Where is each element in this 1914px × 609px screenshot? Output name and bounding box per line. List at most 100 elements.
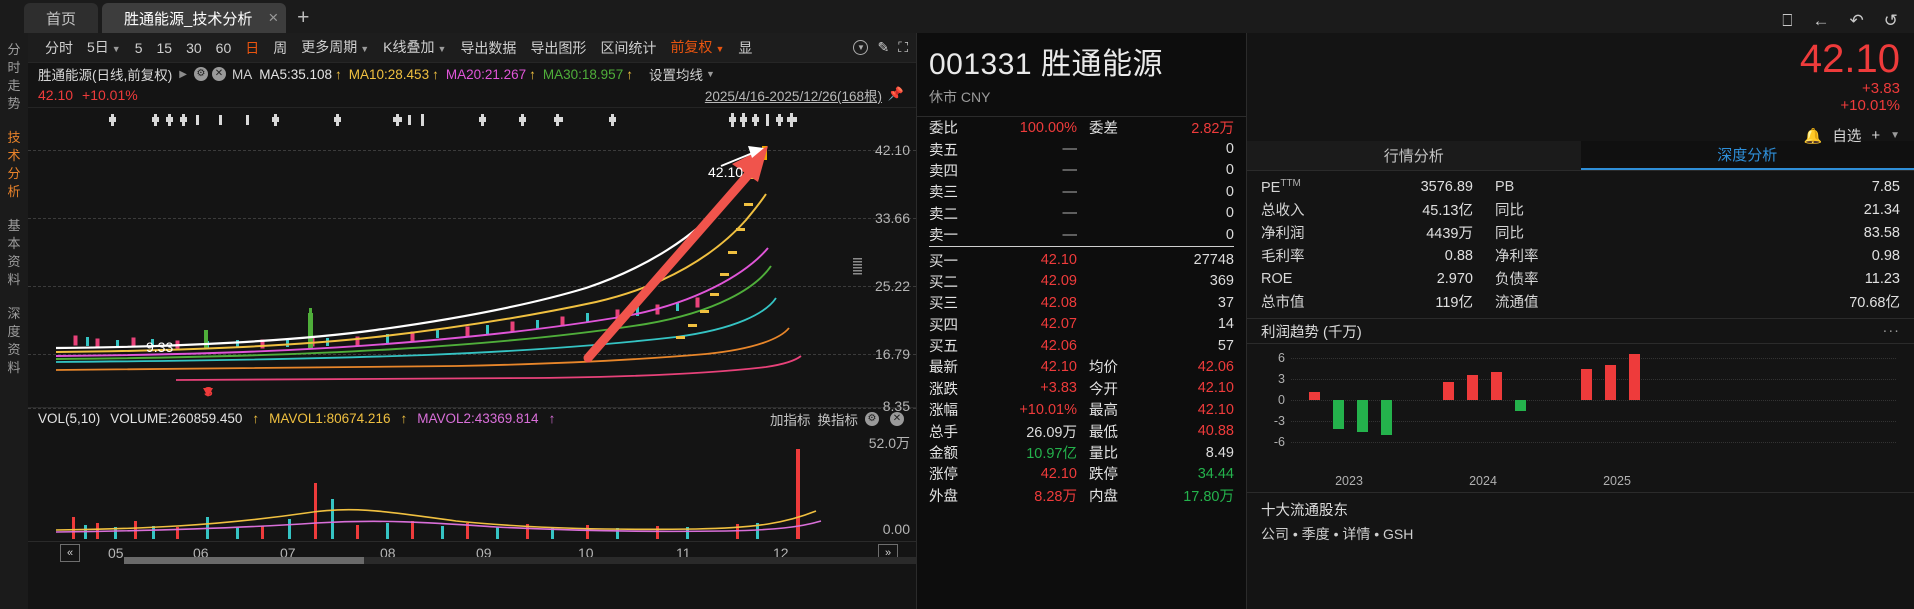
holders-section-sub: 公司 • 季度 • 详情 • GSH	[1247, 520, 1914, 548]
rail-char: 深	[7, 306, 21, 321]
row-label: 涨跌	[929, 381, 958, 398]
period-5min[interactable]: 5	[134, 39, 143, 56]
vol-arrow-2: ↑	[400, 411, 408, 426]
range-stats-button[interactable]: 区间统计	[600, 39, 657, 56]
add-indicator-button[interactable]: 加指标	[770, 412, 811, 428]
set-ma-button[interactable]: 设置均线	[648, 68, 703, 83]
switch-indicator-button[interactable]: 换指标	[817, 412, 859, 428]
watchlist-button[interactable]: 自选	[1832, 129, 1862, 145]
metric-label-2: PB	[1495, 178, 1515, 195]
gear-icon[interactable]: ⚙	[193, 67, 208, 81]
metric-label: 净利润	[1261, 226, 1305, 242]
table-row: 卖五 — 0	[917, 138, 1246, 159]
sidebar-item-fenshi[interactable]: 分 时 走 势	[0, 41, 28, 113]
metric-value: 2.970	[1436, 270, 1473, 287]
x-axis-label: 05	[108, 545, 124, 561]
mavol2-value: MAVOL2:43369.814	[417, 411, 539, 426]
period-30min[interactable]: 30	[186, 39, 202, 56]
pin-icon[interactable]: 📌	[887, 86, 904, 101]
rail-char: 分	[7, 42, 21, 57]
sidebar-item-jishufenxi[interactable]: 技 术 分 析	[0, 129, 28, 201]
row-value-2: 57	[1217, 337, 1234, 354]
profit-trend-chart[interactable]: 6 3 0 -3 -6 2023 2024	[1261, 350, 1900, 488]
adjust-forward-button[interactable]: 前复权 ▼	[670, 38, 725, 55]
export-data-button[interactable]: 导出数据	[460, 39, 517, 56]
ma5-line	[56, 149, 763, 350]
volume-chart[interactable]: 52.0万 0.00	[28, 429, 916, 541]
ma30-value: MA30:18.957	[542, 66, 624, 82]
undo-icon[interactable]: ↶	[1849, 11, 1864, 30]
scroll-left-button[interactable]: «	[60, 544, 80, 562]
rail-char: 料	[7, 360, 21, 375]
row-value-2: 0	[1225, 141, 1234, 158]
close-circle-icon[interactable]: ✕	[211, 67, 226, 81]
period-day[interactable]: 日	[245, 39, 260, 56]
kline-overlay-button[interactable]: K线叠加 ▼	[383, 38, 447, 55]
watchlist-controls: 🔔 自选 + ▼	[1804, 125, 1900, 146]
table-row: 最新 42.10 均价 42.06	[917, 356, 1246, 377]
big-price: 42.10	[1799, 37, 1900, 81]
more-icon[interactable]: ···	[1882, 323, 1900, 339]
vol-title: VOL(5,10)	[38, 411, 101, 426]
row-label: 卖三	[929, 185, 958, 202]
chart-last-price: 42.10	[38, 87, 74, 103]
sidebar-item-jibenziliao[interactable]: 基 本 资 料	[0, 217, 28, 289]
back-arrow-icon[interactable]: ←	[1812, 11, 1830, 30]
tab-deep-analysis[interactable]: 深度分析	[1580, 141, 1914, 170]
period-60min[interactable]: 60	[215, 39, 232, 56]
tab-home-label: 首页	[46, 10, 77, 28]
chevron-down-icon: ▼	[111, 43, 121, 54]
chart-date-range[interactable]: 2025/4/16-2025/12/26(168根)	[704, 89, 882, 104]
tab-label: 行情分析	[1383, 148, 1444, 165]
period-fenshi[interactable]: 分时	[45, 39, 73, 56]
chart-resize-handle[interactable]	[853, 258, 862, 276]
window-icon[interactable]: ⎕	[1782, 11, 1793, 30]
chevron-down-icon: ▼	[715, 43, 725, 54]
rail-char: 势	[7, 96, 21, 111]
sell-marker-label: S	[204, 384, 213, 399]
gear-icon[interactable]: ⚙	[865, 411, 879, 426]
bell-icon[interactable]: 🔔	[1803, 127, 1823, 145]
close-icon[interactable]: ×	[268, 8, 279, 27]
row-value: —	[1062, 162, 1078, 179]
tab-home[interactable]: 首页	[24, 3, 99, 33]
ma250-line	[175, 355, 802, 381]
row-label-2: 均价	[1089, 360, 1118, 377]
export-chart-button[interactable]: 导出图形	[530, 39, 587, 56]
rail-char: 度	[7, 324, 21, 339]
fullscreen-icon[interactable]: ⛶	[898, 39, 908, 55]
chevron-circle-icon[interactable]: ▼	[853, 40, 869, 55]
chevron-down-icon[interactable]: ▼	[1890, 130, 1900, 141]
rail-char: 资	[7, 254, 21, 269]
tab-technical-analysis[interactable]: 胜通能源_技术分析 ×	[102, 3, 287, 33]
period-week[interactable]: 周	[273, 39, 288, 56]
plus-icon[interactable]: +	[297, 6, 310, 29]
more-periods-button[interactable]: 更多周期 ▼	[301, 38, 370, 55]
kline-chart[interactable]: 42.10 33.66 25.22 16.79 8.35	[28, 107, 916, 414]
sidebar-item-shenduziliao[interactable]: 深 度 资 料	[0, 305, 28, 377]
mc-y-label: 6	[1278, 351, 1285, 365]
row-label: 委比	[929, 121, 958, 138]
brush-icon[interactable]: ✎	[877, 39, 890, 55]
ma30-arrow: ↑	[626, 66, 633, 82]
ma10-value: MA10:28.453	[348, 66, 430, 82]
tab-market-analysis[interactable]: 行情分析	[1247, 141, 1581, 170]
horizontal-scrollbar[interactable]	[124, 557, 929, 564]
ma5-value: MA5:35.108	[259, 66, 333, 82]
row-value: —	[1062, 141, 1078, 158]
chevron-down-icon[interactable]: ▼	[705, 69, 715, 79]
browser-tab-bar: 首页 胜通能源_技术分析 × + ⎕ ← ↶ ↺	[0, 0, 1914, 33]
period-5day[interactable]: 5日 ▼	[87, 38, 121, 55]
row-value: 42.10	[1040, 358, 1077, 375]
period-15min[interactable]: 15	[156, 39, 173, 56]
quote-price-block: 42.10 +3.83 +10.01%	[1800, 39, 1900, 114]
display-toggle[interactable]: 显	[738, 39, 753, 56]
history-icon[interactable]: ↺	[1883, 11, 1898, 30]
triangle-right-icon[interactable]: ▶	[179, 68, 187, 80]
row-value-2: 34.44	[1197, 465, 1234, 482]
ma20-line	[56, 247, 769, 357]
metric-value: 4439万	[1426, 226, 1473, 242]
close-circle-icon[interactable]: ✕	[890, 411, 904, 426]
add-to-watchlist-button[interactable]: +	[1871, 127, 1881, 144]
metric-label: 总市值	[1261, 295, 1305, 311]
